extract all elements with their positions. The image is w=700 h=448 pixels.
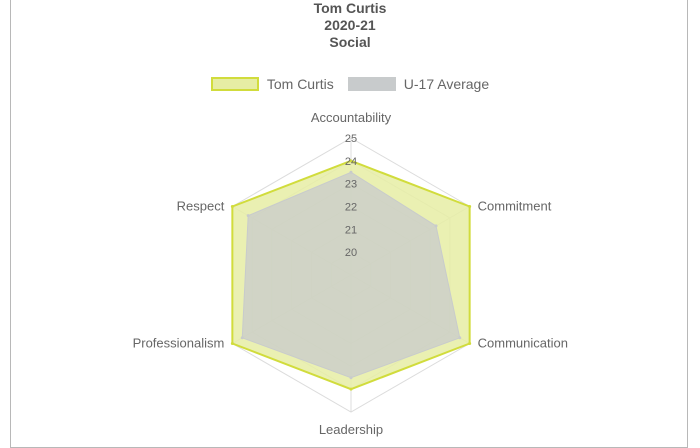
tick-label-23: 23: [345, 179, 357, 191]
legend-label-tom-curtis: Tom Curtis: [266, 76, 334, 92]
axis-label-communication: Communication: [478, 336, 568, 351]
tick-label-20: 20: [345, 247, 357, 259]
tick-label-25: 25: [345, 133, 357, 145]
data-point-u-17-average-commitment: [434, 224, 438, 228]
title-season: 2020-21: [324, 17, 376, 33]
axis-label-professionalism: Professionalism: [133, 336, 225, 351]
data-point-u-17-average-accountability: [349, 170, 353, 174]
chart-legend: Tom Curtis U-17 Average: [0, 76, 700, 92]
data-point-tom-curtis-communication: [468, 342, 472, 345]
legend-swatch-u17-average: [347, 77, 396, 91]
title-player: Tom Curtis: [313, 0, 387, 16]
axis-label-leadership: Leadership: [319, 422, 383, 437]
axis-label-respect: Respect: [177, 199, 225, 214]
axis-label-commitment: Commitment: [478, 199, 552, 214]
tick-label-24: 24: [345, 156, 357, 168]
data-point-tom-curtis-respect: [230, 205, 234, 208]
data-point-u-17-average-leadership: [349, 376, 353, 380]
axis-label-accountability: Accountability: [311, 110, 392, 125]
legend-item-tom-curtis[interactable]: Tom Curtis: [210, 76, 334, 92]
tick-label-22: 22: [345, 202, 357, 214]
chart-title: Tom Curtis 2020-21 Social: [0, 0, 700, 51]
legend-item-u17-average[interactable]: U-17 Average: [347, 76, 490, 92]
data-point-u-17-average-respect: [246, 214, 250, 218]
tick-label-21: 21: [345, 224, 357, 236]
title-category: Social: [329, 34, 371, 50]
data-point-tom-curtis-commitment: [468, 205, 472, 208]
data-point-tom-curtis-accountability: [349, 159, 353, 163]
data-point-tom-curtis-professionalism: [230, 342, 234, 345]
legend-swatch-tom-curtis: [210, 77, 259, 91]
data-point-tom-curtis-leadership: [349, 387, 353, 391]
data-point-u-17-average-communication: [458, 336, 462, 340]
data-point-u-17-average-professionalism: [240, 336, 244, 340]
legend-label-u17-average: U-17 Average: [403, 76, 490, 92]
